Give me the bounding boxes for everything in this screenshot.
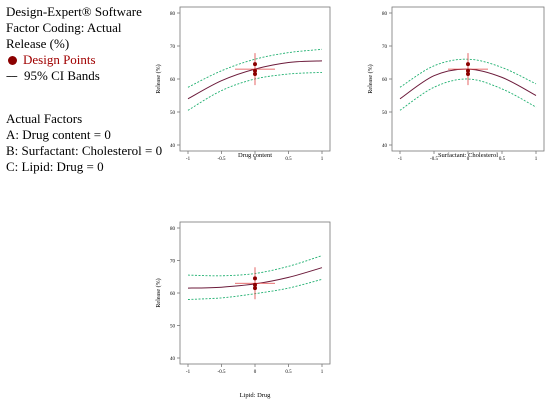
x-tick-label: 1 xyxy=(535,157,538,162)
ci-band-marker-icon: ---- xyxy=(6,70,18,82)
design-point-marker-icon xyxy=(8,55,17,65)
y-tick-label: 40 xyxy=(170,357,176,362)
y-tick-label: 70 xyxy=(382,45,388,50)
y-tick-label: 80 xyxy=(382,12,388,17)
chart-surfactant-cholesterol: 40 50 60 70 80 -1 -0.5 0 0.5 1 Release (%) Surfacta… xyxy=(367,6,545,162)
design-point xyxy=(466,72,470,77)
y-tick-label: 80 xyxy=(170,12,176,17)
x-tick-label: -1 xyxy=(186,370,191,375)
design-point xyxy=(466,62,470,67)
x-tick-label: -0.5 xyxy=(430,157,438,162)
legend-ci-label: 95% CI Bands xyxy=(24,68,100,83)
ci-band-lower xyxy=(399,78,537,111)
x-tick-label: 1 xyxy=(321,370,324,375)
y-tick-label: 50 xyxy=(170,111,176,116)
x-tick-label: 0 xyxy=(467,157,470,162)
design-point xyxy=(466,68,470,73)
software-title: Design-Expert® Software xyxy=(6,4,142,19)
factor-c: C: Lipid: Drug = 0 xyxy=(6,159,104,174)
x-tick-label: -0.5 xyxy=(218,157,226,162)
legend-ci-bands: ---- 95% CI Bands xyxy=(6,68,176,84)
x-tick-label: 0 xyxy=(254,370,257,375)
x-axis-label: Surfactant: Cholesterol xyxy=(438,152,498,159)
y-tick-label: 70 xyxy=(170,45,176,50)
y-tick-label: 80 xyxy=(170,227,176,232)
x-tick-label: 0.5 xyxy=(285,157,292,162)
design-point xyxy=(253,68,257,73)
chart-drug-content: 40 50 60 70 80 -1 -0.5 0 0.5 1 Release (%) Drug con… xyxy=(155,6,331,162)
y-axis-label: Release (%) xyxy=(155,278,162,307)
legend-design-points: Design Points xyxy=(6,52,176,68)
factor-a: A: Drug content = 0 xyxy=(6,127,111,142)
legend-design-points-label: Design Points xyxy=(23,52,96,67)
x-tick-label: -1 xyxy=(186,157,191,162)
ci-band-upper xyxy=(187,48,323,88)
design-point xyxy=(253,276,257,281)
y-tick-label: 60 xyxy=(170,292,176,297)
factor-b: B: Surfactant: Cholesterol = 0 xyxy=(6,143,163,158)
x-tick-label: 0.5 xyxy=(285,370,292,375)
x-axis-label: Lipid: Drug xyxy=(240,392,272,399)
x-tick-label: -0.5 xyxy=(218,370,226,375)
y-tick-label: 60 xyxy=(170,78,176,83)
y-axis-label: Release (%) xyxy=(155,64,162,93)
actual-factors: Actual Factors A: Drug content = 0 B: Su… xyxy=(6,111,176,175)
x-tick-label: 0 xyxy=(254,157,257,162)
y-axis-label: Release (%) xyxy=(367,64,374,93)
design-point xyxy=(253,282,257,287)
x-tick-label: -1 xyxy=(398,157,403,162)
y-tick-label: 40 xyxy=(170,144,176,149)
x-tick-label: 1 xyxy=(321,157,324,162)
y-tick-label: 70 xyxy=(170,260,176,265)
actual-factors-title: Actual Factors xyxy=(6,111,83,126)
chart-lipid-drug: 40 50 60 70 80 -1 -0.5 0 0.5 1 Release (%) Lipid: D… xyxy=(155,221,331,399)
legend-sidebar: Design-Expert® Software Factor Coding: A… xyxy=(6,4,176,175)
design-point xyxy=(253,286,257,291)
factor-coding: Factor Coding: Actual xyxy=(6,20,122,35)
x-tick-label: 0.5 xyxy=(499,157,506,162)
y-tick-label: 50 xyxy=(382,111,388,116)
design-point xyxy=(253,72,257,77)
y-tick-label: 50 xyxy=(170,325,176,330)
y-tick-label: 40 xyxy=(382,144,388,149)
design-point xyxy=(253,62,257,67)
x-axis-label: Drug content xyxy=(238,152,272,159)
response-name: Release (%) xyxy=(6,36,70,51)
y-tick-label: 60 xyxy=(382,78,388,83)
